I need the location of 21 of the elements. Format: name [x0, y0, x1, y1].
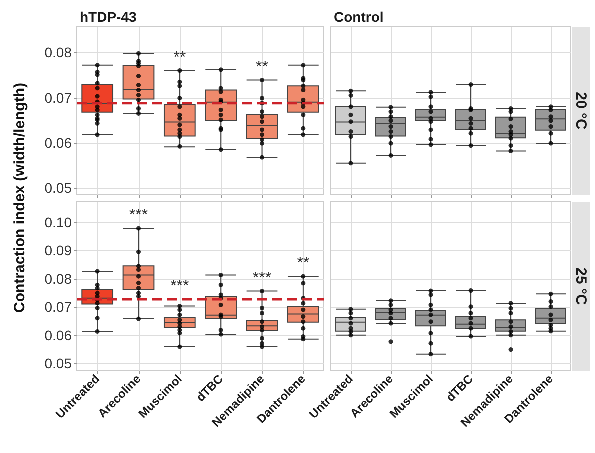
- text: **: [256, 58, 268, 76]
- y-tick-label: 0.08: [44, 270, 72, 287]
- y-tick-label: 0.07: [44, 90, 72, 106]
- y-tick-label: 0.07: [44, 299, 72, 316]
- text: ***: [252, 270, 272, 287]
- y-tick-label: 0.05: [44, 180, 72, 196]
- text: **: [174, 49, 186, 66]
- y-tick-label: 0.09: [44, 242, 72, 259]
- y-tick-label: 0.10: [44, 214, 72, 230]
- y-axis-title: Contraction index (width/length): [12, 83, 28, 313]
- text: ***: [170, 278, 190, 295]
- text: 25 °C: [572, 268, 590, 306]
- y-tick-label: 0.08: [44, 44, 72, 61]
- y-tick-label: 0.05: [44, 356, 72, 372]
- text: ***: [129, 207, 148, 224]
- text: 20 °C: [572, 92, 590, 130]
- chart-title: hTDP-43: [80, 9, 137, 25]
- y-tick-label: 0.06: [44, 327, 72, 344]
- chart-title: Control: [334, 9, 384, 25]
- y-tick-label: 0.06: [44, 135, 72, 152]
- text: **: [297, 255, 310, 272]
